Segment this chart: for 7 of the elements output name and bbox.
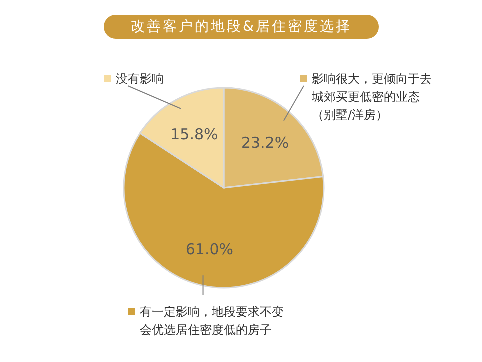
data-label: 15.8% — [170, 125, 218, 144]
data-label: 23.2% — [241, 134, 290, 152]
chart-title: 改善客户的地段&居住密度选择 — [104, 15, 379, 39]
legend-label: 有一定影响，地段要求不变会优选居住密度低的房子 — [140, 304, 285, 339]
data-label: 61.0% — [186, 240, 234, 258]
legend-label: 影响很大，更倾向于去城郊买更低密的业态（别墅/洋房） — [312, 71, 433, 124]
legend-label: 没有影响 — [116, 71, 165, 88]
